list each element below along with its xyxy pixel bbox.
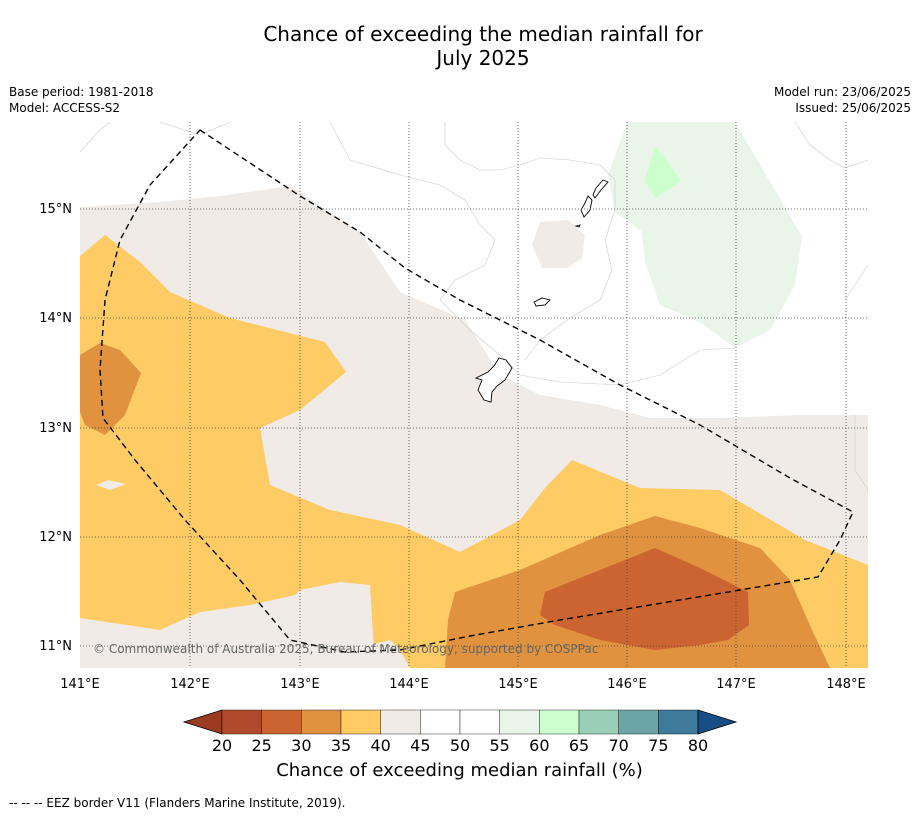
- aguijan-islet: [574, 224, 581, 228]
- colorbar-tick-label: 30: [291, 736, 311, 755]
- colorbar-tick-label: 80: [688, 736, 708, 755]
- colorbar-segment: [578, 709, 619, 735]
- colorbar-tick-label: 75: [648, 736, 668, 755]
- colorbar-high-extend: [697, 709, 738, 735]
- lat-tick-label: 15°N: [39, 202, 72, 217]
- colorbar-tick-label: 55: [489, 736, 509, 755]
- colorbar-segment: [301, 709, 342, 735]
- colorbar-tick-label: 65: [569, 736, 589, 755]
- colorbar-tick-label: 40: [370, 736, 390, 755]
- lon-tick-label: 144°E: [389, 677, 429, 692]
- colorbar-segment: [221, 709, 262, 735]
- lon-tick-label: 145°E: [498, 677, 538, 692]
- saipan-island: [592, 179, 609, 199]
- colorbar-tick-label: 60: [529, 736, 549, 755]
- meta-right: Model run: 23/06/2025 Issued: 25/06/2025: [774, 84, 911, 116]
- meta-left: Base period: 1981-2018 Model: ACCESS-S2: [9, 84, 154, 116]
- title-line-2: July 2025: [436, 46, 530, 70]
- colorbar-segment: [658, 709, 699, 735]
- colorbar-tick-label: 70: [608, 736, 628, 755]
- tinian-saipan-island: [580, 195, 593, 218]
- colorbar-tick-label: 50: [450, 736, 470, 755]
- zone-30-35-west: [80, 343, 141, 435]
- colorbar-segment: [261, 709, 302, 735]
- colorbar-segment: [340, 709, 381, 735]
- colorbar-segment: [459, 709, 500, 735]
- base-period: Base period: 1981-2018: [9, 85, 154, 99]
- lon-tick-label: 141°E: [60, 677, 100, 692]
- colorbar-tick-label: 20: [212, 736, 232, 755]
- model-run: Model run: 23/06/2025: [773, 85, 911, 99]
- colorbar-title: Chance of exceeding median rainfall (%): [276, 760, 643, 781]
- eez-footnote: -- -- -- EEZ border V11 (Flanders Marine…: [9, 796, 346, 810]
- zone-40-45-lower: [80, 582, 375, 668]
- eez-border-line: [99, 129, 854, 653]
- map-title: Chance of exceeding the median rainfall …: [0, 22, 919, 70]
- graticule: [80, 122, 868, 668]
- colorbar-low-extend: [182, 709, 223, 735]
- rota-island: [533, 297, 551, 307]
- colorbar-tick-label: 35: [331, 736, 351, 755]
- copyright-notice: © Commonwealth of Australia 2025, Bureau…: [93, 642, 598, 656]
- lat-tick-label: 14°N: [39, 311, 72, 326]
- lat-tick-label: 13°N: [39, 421, 72, 436]
- contour-lines: [80, 122, 868, 491]
- lat-tick-label: 11°N: [39, 639, 72, 654]
- colorbar-segment: [618, 709, 659, 735]
- colorbar-segment: [539, 709, 580, 735]
- lon-tick-label: 142°E: [170, 677, 210, 692]
- island-outlines: [474, 179, 609, 403]
- zone-40-45-island: [532, 220, 585, 268]
- lat-tick-label: 12°N: [39, 530, 72, 545]
- colorbar-tick-label: 45: [410, 736, 430, 755]
- colorbar-tick-label: 25: [251, 736, 271, 755]
- issued-date: Issued: 25/06/2025: [795, 101, 911, 115]
- lon-tick-label: 147°E: [716, 677, 756, 692]
- zone-40-45-small: [96, 480, 126, 490]
- lon-tick-label: 143°E: [280, 677, 320, 692]
- lon-tick-labels: 141°E 142°E 143°E 144°E 145°E 146°E 147°…: [60, 677, 866, 692]
- zone-60-65: [645, 147, 681, 198]
- title-line-1: Chance of exceeding the median rainfall …: [263, 22, 703, 46]
- guam-island: [474, 357, 513, 403]
- lon-tick-label: 146°E: [607, 677, 647, 692]
- colorbar: 20 25 30 35 40 45 50 55 60 65 70 75 80: [182, 709, 738, 755]
- colorbar-segment: [420, 709, 461, 735]
- map-area: © Commonwealth of Australia 2025, Bureau…: [80, 122, 868, 668]
- lat-tick-labels: 15°N 14°N 13°N 12°N 11°N: [39, 202, 72, 654]
- zone-25-30: [540, 548, 749, 650]
- lon-tick-label: 148°E: [826, 677, 866, 692]
- colorbar-segment: [380, 709, 421, 735]
- colorbar-segment: [499, 709, 540, 735]
- model-name: Model: ACCESS-S2: [9, 101, 121, 115]
